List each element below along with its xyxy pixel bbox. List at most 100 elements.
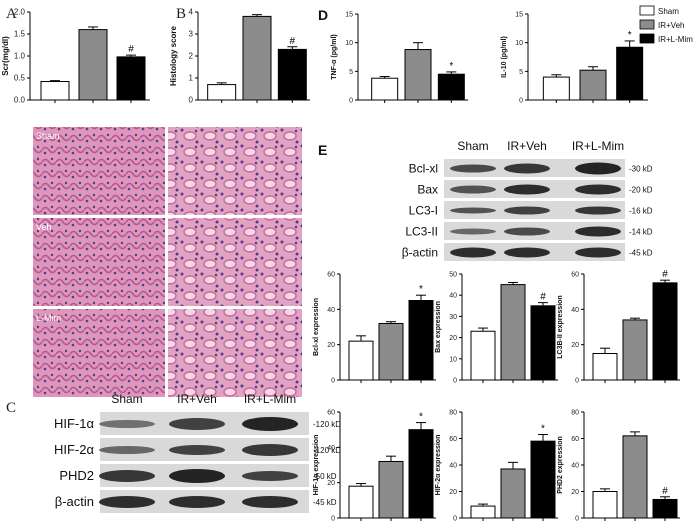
y-tick-label: 60 <box>449 436 457 443</box>
y-tick-label: 0.5 <box>14 74 26 83</box>
y-tick-label: 20 <box>327 342 335 349</box>
blot-band <box>504 206 550 215</box>
bar <box>616 46 644 101</box>
y-tick-label: 5 <box>349 69 353 76</box>
lane-label: IR+L-Mim <box>244 392 296 406</box>
y-tick-label: 40 <box>571 307 579 314</box>
blot-kd-label: -20 kD <box>629 186 653 195</box>
significance-mark: * <box>419 412 423 423</box>
blot-band <box>504 227 550 236</box>
blot-band <box>504 247 550 258</box>
bar <box>542 76 570 101</box>
legend-label: IR+Veh <box>658 21 684 30</box>
bar <box>408 429 434 519</box>
chart-e2: 0 10 20 30 40 50 Bax expression # <box>435 272 558 385</box>
histology-row-label: L-Mim <box>36 313 61 323</box>
bar <box>622 319 648 381</box>
blot-protein-label: HIF-2α <box>54 442 95 457</box>
bar <box>207 84 237 101</box>
y-tick-label: 2.0 <box>14 8 26 17</box>
lane-label: Sham <box>457 139 488 153</box>
bar <box>530 440 556 519</box>
y-tick-label: 15 <box>515 12 523 19</box>
blot-kd-label: -14 kD <box>629 228 653 237</box>
legend-label: IR+L-Mim <box>658 35 693 44</box>
blot-band <box>450 228 496 235</box>
bar <box>116 56 146 101</box>
histology-high-mag-veh <box>168 218 302 306</box>
y-tick-label: 60 <box>327 272 335 279</box>
bar <box>378 322 404 381</box>
y-tick-label: 1 <box>189 74 194 83</box>
blot-protein-label: β-actin <box>402 246 438 260</box>
chart-d1: 0 5 10 15 TNF-α (pg/ml) * <box>331 12 468 105</box>
c-blot: Sham IR+Veh IR+L-Mim HIF-1α -120 kD HIF-2α -12… <box>54 392 341 513</box>
blot-band <box>99 446 155 454</box>
y-tick-label: 40 <box>327 307 335 314</box>
bar <box>277 48 307 101</box>
blot-kd-label: -45 kD <box>313 498 337 507</box>
y-axis-label: Bax expression <box>435 301 442 353</box>
y-tick-label: 10 <box>515 40 523 47</box>
y-tick-label: 0 <box>331 378 335 385</box>
y-tick-label: 5 <box>519 69 523 76</box>
bar <box>622 435 648 519</box>
histology-low-mag-veh <box>33 218 165 306</box>
y-tick-label: 0 <box>331 516 335 523</box>
blot-band <box>450 164 496 173</box>
blot-band <box>575 184 621 195</box>
y-tick-label: 2 <box>189 52 194 61</box>
bar <box>530 305 556 381</box>
y-tick-label: 10 <box>345 40 353 47</box>
y-tick-label: 40 <box>449 463 457 470</box>
blot-kd-label: -120 kD <box>313 420 341 429</box>
chart-c3: 0 20 40 60 80 PHD2 expression # <box>557 410 680 523</box>
histology-high-mag-sham <box>168 127 302 215</box>
blot-band <box>99 470 155 482</box>
y-axis-label: PHD2 expression <box>557 436 564 494</box>
y-tick-label: 20 <box>571 342 579 349</box>
panel-label-d: D <box>318 7 328 23</box>
histology-row-label: Sham <box>36 131 60 141</box>
blot-band <box>575 206 621 215</box>
significance-mark: * <box>449 61 453 72</box>
y-tick-label: 0 <box>349 98 353 105</box>
blot-band <box>504 163 550 174</box>
bar <box>652 498 678 519</box>
blot-band <box>169 445 225 455</box>
y-axis-label: HIF-1α expression <box>313 435 320 496</box>
legend-swatch <box>639 5 655 16</box>
blot-band <box>575 162 621 175</box>
bar <box>348 485 374 519</box>
bar <box>242 15 272 101</box>
y-tick-label: 0 <box>453 378 457 385</box>
y-axis-label: Scr(mg/dl) <box>1 36 10 76</box>
bar <box>470 505 496 519</box>
bar <box>470 330 496 381</box>
chart-e3: 0 20 40 60 LC3B-II expression # <box>557 269 680 385</box>
chart-e1: 0 20 40 60 Bcl-xl expression * <box>313 272 436 385</box>
significance-mark: # <box>128 44 134 55</box>
histology-low-mag-sham <box>33 127 165 215</box>
y-axis-label: Histology score <box>169 25 178 86</box>
lane-label: IR+Veh <box>177 392 217 406</box>
blot-band <box>99 420 155 428</box>
y-tick-label: 15 <box>345 12 353 19</box>
bar <box>592 353 618 381</box>
blot-kd-label: -45 kD <box>629 249 653 258</box>
legend: Sham IR+Veh IR+L-Mim <box>639 5 693 44</box>
y-tick-label: 40 <box>327 445 335 452</box>
y-tick-label: 20 <box>571 489 579 496</box>
bar <box>437 73 465 101</box>
y-axis-label: TNF-α (pg/ml) <box>331 34 338 80</box>
significance-mark: # <box>662 269 668 280</box>
blot-kd-label: -50 kD <box>313 472 337 481</box>
blot-protein-label: β-actin <box>55 494 94 509</box>
e-blot: Sham IR+Veh IR+L-Mim Bcl-xl -30 kD Bax -20 kD L… <box>402 139 653 261</box>
chart-b: 0 1 2 3 4 Histology score # <box>169 8 310 105</box>
histology-row-label: Veh <box>36 222 52 232</box>
legend-swatch <box>639 19 655 30</box>
blot-band <box>242 417 298 431</box>
y-tick-label: 0 <box>189 96 194 105</box>
y-tick-label: 80 <box>449 410 457 417</box>
